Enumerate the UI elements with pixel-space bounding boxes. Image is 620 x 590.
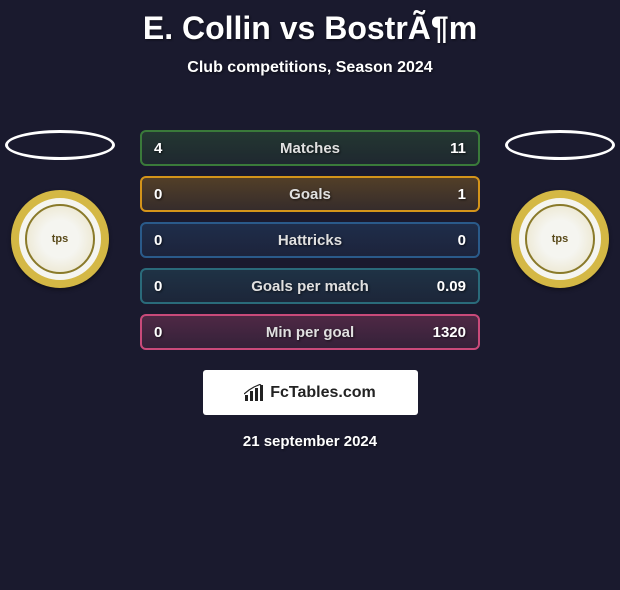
page-subtitle: Club competitions, Season 2024	[0, 59, 620, 77]
page-title: E. Collin vs BostrÃ¶m	[0, 10, 620, 47]
right-team-badge: tps	[511, 190, 609, 288]
chart-icon	[244, 384, 264, 402]
left-ellipse	[5, 130, 115, 160]
stat-row-matches: 4Matches11	[140, 130, 480, 166]
stat-right-value: 11	[426, 140, 466, 157]
right-badge-column: tps	[500, 130, 620, 288]
stat-label: Matches	[194, 140, 426, 157]
stat-label: Goals	[194, 186, 426, 203]
left-badge-text: tps	[25, 204, 95, 274]
right-badge-text: tps	[525, 204, 595, 274]
stat-label: Hattricks	[194, 232, 426, 249]
stat-label: Goals per match	[194, 278, 426, 295]
stat-right-value: 0	[426, 232, 466, 249]
stat-row-goals-per-match: 0Goals per match0.09	[140, 268, 480, 304]
stat-row-goals: 0Goals1	[140, 176, 480, 212]
stat-left-value: 0	[154, 232, 194, 249]
stat-left-value: 0	[154, 278, 194, 295]
stat-row-min-per-goal: 0Min per goal1320	[140, 314, 480, 350]
stat-row-hattricks: 0Hattricks0	[140, 222, 480, 258]
right-ellipse	[505, 130, 615, 160]
stat-right-value: 1320	[426, 324, 466, 341]
brand-label: FcTables.com	[270, 384, 376, 402]
stat-right-value: 0.09	[426, 278, 466, 295]
stat-label: Min per goal	[194, 324, 426, 341]
left-team-badge: tps	[11, 190, 109, 288]
stat-left-value: 4	[154, 140, 194, 157]
snapshot-date: 21 september 2024	[140, 433, 480, 450]
stats-panel: 4Matches110Goals10Hattricks00Goals per m…	[140, 130, 480, 450]
stat-left-value: 0	[154, 324, 194, 341]
stat-right-value: 1	[426, 186, 466, 203]
stat-left-value: 0	[154, 186, 194, 203]
brand-logo-box[interactable]: FcTables.com	[203, 370, 418, 415]
left-badge-column: tps	[0, 130, 120, 288]
